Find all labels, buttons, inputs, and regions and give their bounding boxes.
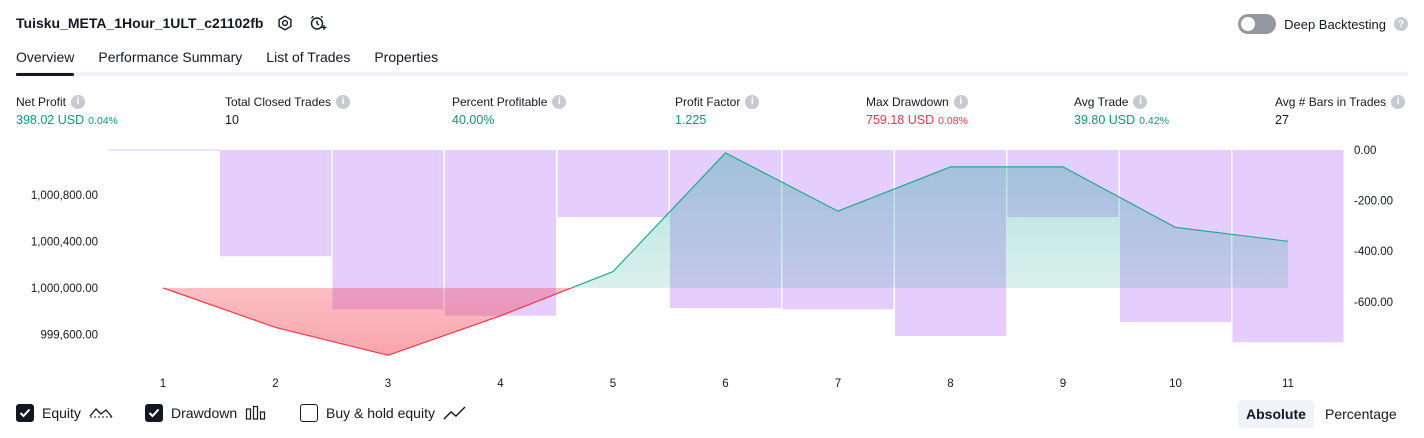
right-axis-tick: -200.00 (1354, 196, 1393, 208)
x-axis-tick: 10 (1169, 378, 1182, 390)
metric-value: 1.225 (675, 113, 707, 127)
equity-line-icon (89, 408, 113, 418)
drawdown-bar (220, 150, 331, 257)
metric-value: 27 (1275, 113, 1289, 127)
x-axis-tick: 11 (1282, 378, 1294, 390)
settings-icon[interactable] (275, 13, 295, 33)
left-axis-tick: 1,000,000.00 (31, 283, 98, 295)
info-icon[interactable]: i (1391, 94, 1406, 109)
x-axis-tick: 7 (835, 378, 841, 390)
metric-label: Avg # Bars in Trades (1275, 94, 1387, 109)
tab-divider (16, 72, 1408, 76)
metric-net-profit: Net Profit i 398.02 USD 0.04% (16, 93, 118, 127)
right-axis-tick: 0.00 (1354, 145, 1376, 157)
tab-bar: Overview Performance Summary List of Tra… (16, 48, 438, 76)
metric-value: 759.18 USD (866, 113, 935, 127)
left-axis-tick: 1,000,400.00 (31, 236, 98, 248)
metric-percent-profitable: Percent Profitable i 40.00% (452, 93, 567, 127)
legend-equity[interactable]: Equity (16, 404, 113, 422)
x-axis-tick: 6 (722, 378, 728, 390)
tab-overview[interactable]: Overview (16, 48, 75, 76)
strategy-title: Tuisku_META_1Hour_1ULT_c21102fb (16, 15, 264, 31)
drawdown-bar (557, 150, 669, 218)
metric-total-closed-trades: Total Closed Trades i 10 (225, 93, 351, 127)
deep-backtesting-label: Deep Backtesting (1284, 16, 1386, 32)
x-axis-tick: 4 (497, 378, 504, 390)
info-icon[interactable]: i (745, 94, 760, 109)
metric-max-drawdown: Max Drawdown i 759.18 USD 0.08% (866, 93, 968, 127)
metric-percent: 0.04% (88, 115, 118, 127)
metric-percent: 0.08% (938, 115, 968, 127)
drawdown-bar (332, 150, 444, 310)
info-icon[interactable]: i (1133, 94, 1148, 109)
metric-label: Max Drawdown (866, 94, 949, 109)
metric-label: Net Profit (16, 94, 67, 109)
drawdown-bars-icon (246, 405, 266, 420)
info-icon[interactable]: i (336, 94, 351, 109)
equity-drawdown-chart[interactable]: 1,000,800.00 1,000,400.00 1,000,000.00 999,… (0, 140, 1424, 396)
metric-label: Total Closed Trades (225, 94, 332, 109)
x-axis-tick: 1 (160, 378, 166, 390)
metric-avg-bars: Avg # Bars in Trades i 27 (1275, 93, 1406, 127)
absolute-button[interactable]: Absolute (1238, 400, 1314, 428)
equity-area-loss (163, 287, 572, 356)
metric-avg-trade: Avg Trade i 39.80 USD 0.42% (1074, 93, 1169, 127)
info-icon[interactable]: i (552, 94, 567, 109)
drawdown-checkbox[interactable] (145, 404, 163, 422)
buy-hold-line-icon (443, 406, 466, 420)
metric-label: Percent Profitable (452, 94, 548, 109)
toggle-knob (1241, 17, 1256, 31)
right-axis-tick: -400.00 (1354, 246, 1393, 258)
buy-hold-checkbox[interactable] (300, 404, 318, 422)
metric-label: Avg Trade (1074, 94, 1129, 109)
left-axis-tick: 1,000,800.00 (31, 190, 98, 202)
left-axis-tick: 999,600.00 (40, 329, 98, 341)
legend-label: Equity (42, 405, 81, 421)
deep-backtesting-toggle[interactable] (1238, 14, 1277, 34)
equity-area-profit (163, 152, 1288, 288)
legend-drawdown[interactable]: Drawdown (145, 404, 267, 422)
x-axis-tick: 9 (1060, 378, 1066, 390)
x-axis-tick: 8 (947, 378, 953, 390)
x-axis-tick: 3 (385, 378, 391, 390)
x-axis-tick: 2 (272, 378, 278, 390)
legend-label: Buy & hold equity (326, 405, 435, 421)
equity-line-loss (162, 287, 574, 356)
tab-properties[interactable]: Properties (374, 49, 439, 65)
equity-checkbox[interactable] (16, 404, 34, 422)
legend-label: Drawdown (171, 405, 238, 421)
deep-backtesting-control: Deep Backtesting ? (1238, 14, 1408, 34)
tab-list-of-trades[interactable]: List of Trades (266, 49, 351, 65)
alert-add-icon[interactable] (308, 13, 328, 33)
right-axis-tick: -600.00 (1354, 297, 1393, 309)
x-axis-tick: 5 (610, 378, 616, 390)
metric-profit-factor: Profit Factor i 1.225 (675, 93, 760, 127)
equity-line-profit (163, 152, 1289, 288)
metric-value: 40.00% (452, 113, 495, 127)
info-icon[interactable]: i (953, 94, 968, 109)
metric-label: Profit Factor (675, 94, 741, 109)
metric-value: 39.80 USD (1074, 113, 1136, 127)
help-icon[interactable]: ? (1394, 17, 1408, 31)
metric-value: 398.02 USD (16, 113, 85, 127)
legend-buy-hold[interactable]: Buy & hold equity (300, 404, 467, 422)
info-icon[interactable]: i (71, 94, 86, 109)
metric-value: 10 (225, 113, 239, 127)
tab-performance-summary[interactable]: Performance Summary (98, 49, 243, 65)
metric-percent: 0.42% (1139, 115, 1169, 127)
percentage-button[interactable]: Percentage (1325, 406, 1397, 422)
